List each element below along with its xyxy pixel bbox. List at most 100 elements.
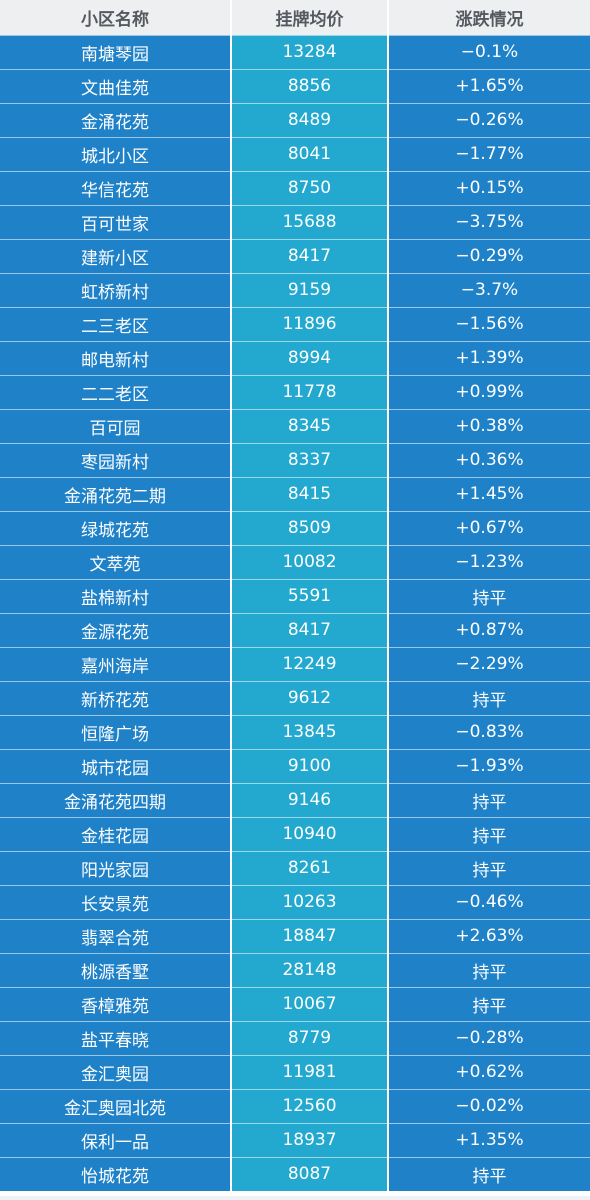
table-row: 阳光家园 8261 持平 [0,851,590,885]
listing-price-cell: 12249 [232,647,389,681]
community-name-cell: 金汇奥园北苑 [0,1089,232,1123]
price-change-cell: 持平 [389,579,590,613]
listing-price-cell: 9612 [232,681,389,715]
table-row: 城北小区 8041 −1.77% [0,137,590,171]
row-divider [0,1123,590,1124]
table-row: 嘉州海岸 12249 −2.29% [0,647,590,681]
listing-price-cell: 12560 [232,1089,389,1123]
listing-price-cell: 11778 [232,375,389,409]
price-change-cell: +1.65% [389,69,590,103]
price-change-cell: −1.56% [389,307,590,341]
row-divider [0,953,590,954]
listing-price-cell: 13845 [232,715,389,749]
community-name-cell: 盐棉新村 [0,579,232,613]
table-row: 南塘琴园 13284 −0.1% [0,35,590,69]
community-name-cell: 恒隆广场 [0,715,232,749]
price-change-cell: −3.7% [389,273,590,307]
row-divider [0,137,590,138]
community-name-cell: 文萃苑 [0,545,232,579]
community-name-cell: 虹桥新村 [0,273,232,307]
listing-price-cell: 8994 [232,341,389,375]
row-divider [0,171,590,172]
row-divider [0,239,590,240]
table-row: 恒隆广场 13845 −0.83% [0,715,590,749]
table-row: 金汇奥园 11981 +0.62% [0,1055,590,1089]
listing-price-cell: 8509 [232,511,389,545]
table-row: 城市花园 9100 −1.93% [0,749,590,783]
table-row: 桃源香墅 28148 持平 [0,953,590,987]
listing-price-cell: 10940 [232,817,389,851]
community-name-cell: 新桥花苑 [0,681,232,715]
table-row: 翡翠合苑 18847 +2.63% [0,919,590,953]
listing-price-cell: 13284 [232,35,389,69]
listing-price-cell: 11896 [232,307,389,341]
community-name-cell: 保利一品 [0,1123,232,1157]
price-change-cell: 持平 [389,851,590,885]
community-name-cell: 建新小区 [0,239,232,273]
row-divider [0,273,590,274]
row-divider [0,681,590,682]
table-row: 建新小区 8417 −0.29% [0,239,590,273]
row-divider [0,987,590,988]
listing-price-cell: 8489 [232,103,389,137]
price-change-cell: +0.99% [389,375,590,409]
community-name-cell: 南塘琴园 [0,35,232,69]
community-name-cell: 城北小区 [0,137,232,171]
table-row: 保利一品 18937 +1.35% [0,1123,590,1157]
community-name-cell: 绿城花苑 [0,511,232,545]
price-change-cell: 持平 [389,953,590,987]
row-divider [0,749,590,750]
row-divider [0,1089,590,1090]
listing-price-cell: 8417 [232,613,389,647]
listing-price-cell: 10067 [232,987,389,1021]
listing-price-cell: 8087 [232,1157,389,1191]
listing-price-cell: 10082 [232,545,389,579]
table-bottom-edge [0,1196,590,1200]
community-name-cell: 阳光家园 [0,851,232,885]
row-divider [0,579,590,580]
community-name-cell: 香樟雅苑 [0,987,232,1021]
listing-price-cell: 8779 [232,1021,389,1055]
row-divider [0,647,590,648]
row-divider [0,613,590,614]
row-divider [0,919,590,920]
listing-price-cell: 8750 [232,171,389,205]
row-divider [0,205,590,206]
price-change-cell: +0.38% [389,409,590,443]
row-divider [0,885,590,886]
price-change-cell: +0.62% [389,1055,590,1089]
price-change-cell: +0.15% [389,171,590,205]
row-divider [0,545,590,546]
table-row: 百可世家 15688 −3.75% [0,205,590,239]
community-name-cell: 百可世家 [0,205,232,239]
table-row: 邮电新村 8994 +1.39% [0,341,590,375]
table-row: 金汇奥园北苑 12560 −0.02% [0,1089,590,1123]
row-divider [0,783,590,784]
listing-price-cell: 15688 [232,205,389,239]
listing-price-cell: 8041 [232,137,389,171]
community-name-cell: 盐平春晓 [0,1021,232,1055]
table-header: 小区名称 挂牌均价 涨跌情况 [0,0,590,35]
community-name-cell: 金汇奥园 [0,1055,232,1089]
price-change-cell: +1.35% [389,1123,590,1157]
listing-price-cell: 8415 [232,477,389,511]
table-row: 文萃苑 10082 −1.23% [0,545,590,579]
price-change-cell: +1.45% [389,477,590,511]
table-row: 华信花苑 8750 +0.15% [0,171,590,205]
community-name-cell: 金涌花苑四期 [0,783,232,817]
price-change-cell: +0.67% [389,511,590,545]
listing-price-cell: 28148 [232,953,389,987]
community-name-cell: 金桂花园 [0,817,232,851]
table-row: 文曲佳苑 8856 +1.65% [0,69,590,103]
table-row: 长安景苑 10263 −0.46% [0,885,590,919]
table-row: 金桂花园 10940 持平 [0,817,590,851]
price-change-cell: −1.93% [389,749,590,783]
row-divider [0,715,590,716]
row-divider [0,443,590,444]
community-name-cell: 翡翠合苑 [0,919,232,953]
row-divider [0,69,590,70]
row-divider [0,341,590,342]
listing-price-cell: 18937 [232,1123,389,1157]
row-divider [0,851,590,852]
